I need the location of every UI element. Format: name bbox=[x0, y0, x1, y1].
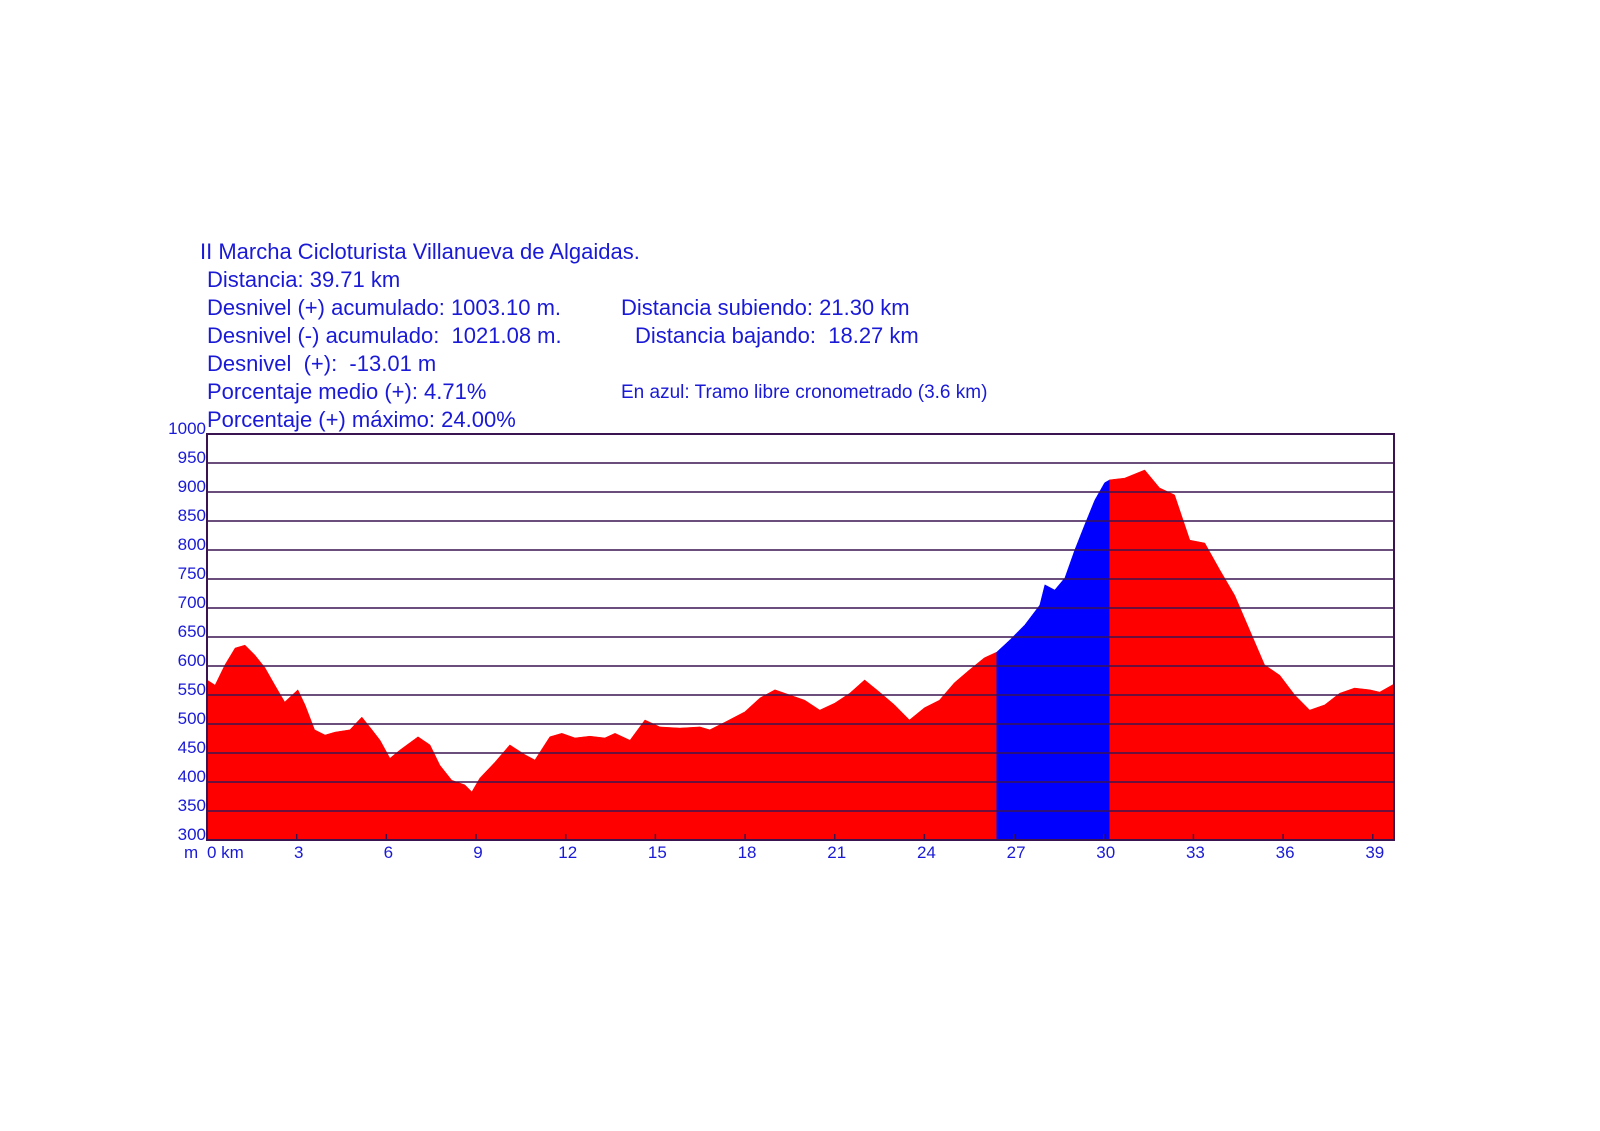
y-unit: m bbox=[184, 843, 198, 862]
y-tick-label: 850 bbox=[178, 506, 206, 525]
note: En azul: Tramo libre cronometrado (3.6 k… bbox=[621, 382, 987, 403]
y-tick-label: 1000 bbox=[168, 419, 206, 438]
stat: Distancia: 39.71 km bbox=[207, 267, 400, 292]
x-tick-label: 33 bbox=[1186, 843, 1205, 862]
y-tick-label: 500 bbox=[178, 709, 206, 728]
y-tick-label: 350 bbox=[178, 796, 206, 815]
x-tick-label: 9 bbox=[473, 843, 482, 862]
x-tick-label: 15 bbox=[648, 843, 667, 862]
stat: Desnivel (+): -13.01 m bbox=[207, 351, 436, 376]
x-tick-label: 12 bbox=[558, 843, 577, 862]
elevation-area bbox=[206, 644, 997, 841]
x-tick-label: 39 bbox=[1365, 843, 1384, 862]
x-tick-label: 21 bbox=[827, 843, 846, 862]
y-tick-label: 950 bbox=[178, 448, 206, 467]
x-tick-label: 3 bbox=[294, 843, 303, 862]
stat: Porcentaje medio (+): 4.71% bbox=[207, 379, 486, 404]
elevation-area bbox=[996, 479, 1110, 841]
y-tick-label: 300 bbox=[178, 825, 206, 844]
y-tick-label: 400 bbox=[178, 767, 206, 786]
stat: Distancia subiendo: 21.30 km bbox=[621, 295, 910, 320]
stat: Distancia bajando: 18.27 km bbox=[635, 323, 919, 348]
y-tick-label: 550 bbox=[178, 680, 206, 699]
y-tick-label: 900 bbox=[178, 477, 206, 496]
y-tick-label: 750 bbox=[178, 564, 206, 583]
x-tick-label: 6 bbox=[384, 843, 393, 862]
y-tick-label: 600 bbox=[178, 651, 206, 670]
stat: Porcentaje (+) máximo: 24.00% bbox=[207, 407, 516, 432]
plot-border bbox=[206, 433, 1395, 841]
x-tick-label: 18 bbox=[738, 843, 757, 862]
x-tick-label: 24 bbox=[917, 843, 936, 862]
elevation-area bbox=[1109, 469, 1395, 841]
y-tick-label: 700 bbox=[178, 593, 206, 612]
x-tick-label: 0 km bbox=[207, 843, 244, 862]
x-tick-label: 27 bbox=[1007, 843, 1026, 862]
x-tick-label: 36 bbox=[1276, 843, 1295, 862]
y-tick-label: 450 bbox=[178, 738, 206, 757]
stat: Desnivel (-) acumulado: 1021.08 m. bbox=[207, 323, 562, 348]
y-tick-label: 800 bbox=[178, 535, 206, 554]
x-tick-label: 30 bbox=[1096, 843, 1115, 862]
y-tick-label: 650 bbox=[178, 622, 206, 641]
stat: Desnivel (+) acumulado: 1003.10 m. bbox=[207, 295, 561, 320]
plot-area: 300 350 400 450 500 550 600 650 700 750 800 850 900 9… bbox=[168, 419, 1395, 862]
chart-title: II Marcha Cicloturista Villanueva de Alg… bbox=[200, 239, 640, 264]
